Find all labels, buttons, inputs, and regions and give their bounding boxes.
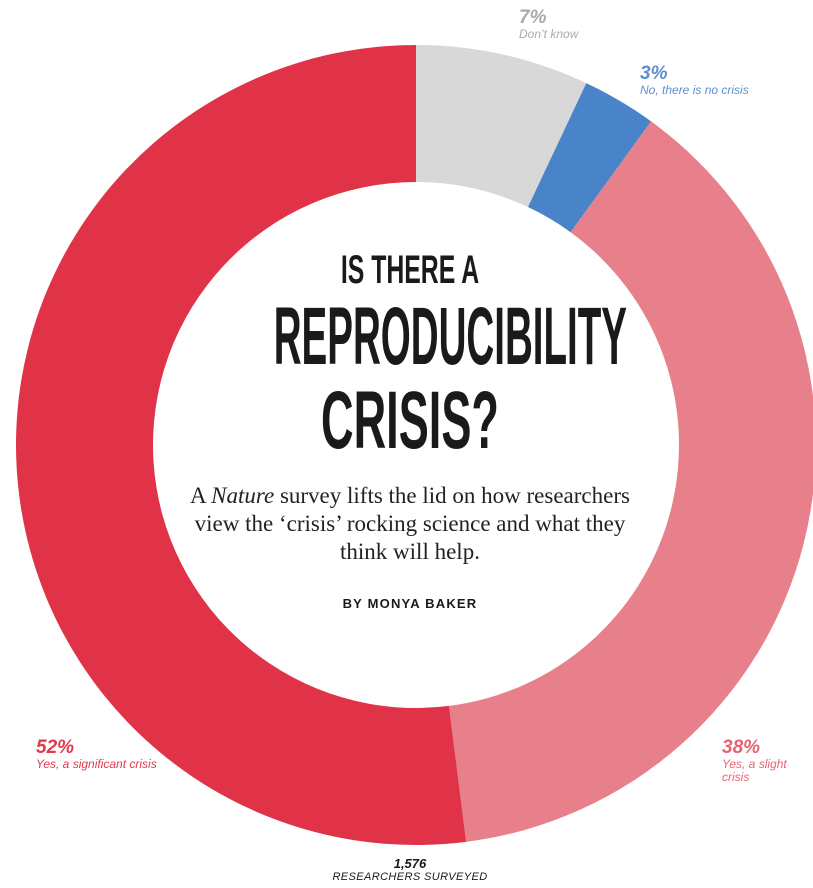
dek-journal-name: Nature (211, 483, 275, 508)
slice-caption: Yes, a slight crisis (722, 756, 787, 784)
total-respondents-label: RESEARCHERS SURVEYED (332, 871, 488, 883)
dek-text: A Nature survey lifts the lid on how res… (180, 482, 640, 566)
headline-block: IS THERE A REPRODUCIBILITY CRISIS? A Nat… (180, 250, 640, 611)
slice-caption: Don’t know (519, 26, 579, 41)
slice-label-no-crisis: 3% No, there is no crisis (640, 64, 749, 97)
slice-percent: 52% (36, 737, 75, 758)
dek-prefix: A (190, 483, 212, 508)
headline-line-1: IS THERE A (340, 248, 480, 292)
headline-line-2: REPRODUCIBILITY (273, 291, 628, 382)
total-respondents-value: 1,576 (393, 856, 427, 871)
slice-label-slight-crisis: 38% Yes, a slight crisis (722, 738, 812, 783)
slice-label-significant-crisis: 52% Yes, a significant crisis (36, 738, 166, 771)
slice-percent: 3% (640, 63, 668, 84)
slice-dont-know (416, 45, 587, 208)
slice-caption: Yes, a significant crisis (36, 756, 157, 771)
total-respondents: 1,576 RESEARCHERS SURVEYED (0, 856, 813, 883)
slice-no-crisis (527, 83, 652, 233)
byline: BY MONYA BAKER (342, 596, 478, 611)
slice-label-dont-know: 7% Don’t know (519, 8, 578, 41)
headline-line-3: CRISIS? (321, 375, 499, 466)
dek-suffix: survey lifts the lid on how researchers … (194, 483, 630, 564)
slice-slight-crisis (448, 121, 813, 842)
slice-significant-crisis (16, 45, 467, 845)
slice-percent: 7% (519, 7, 547, 28)
slice-caption: No, there is no crisis (640, 82, 749, 97)
slice-percent: 38% (722, 737, 761, 758)
